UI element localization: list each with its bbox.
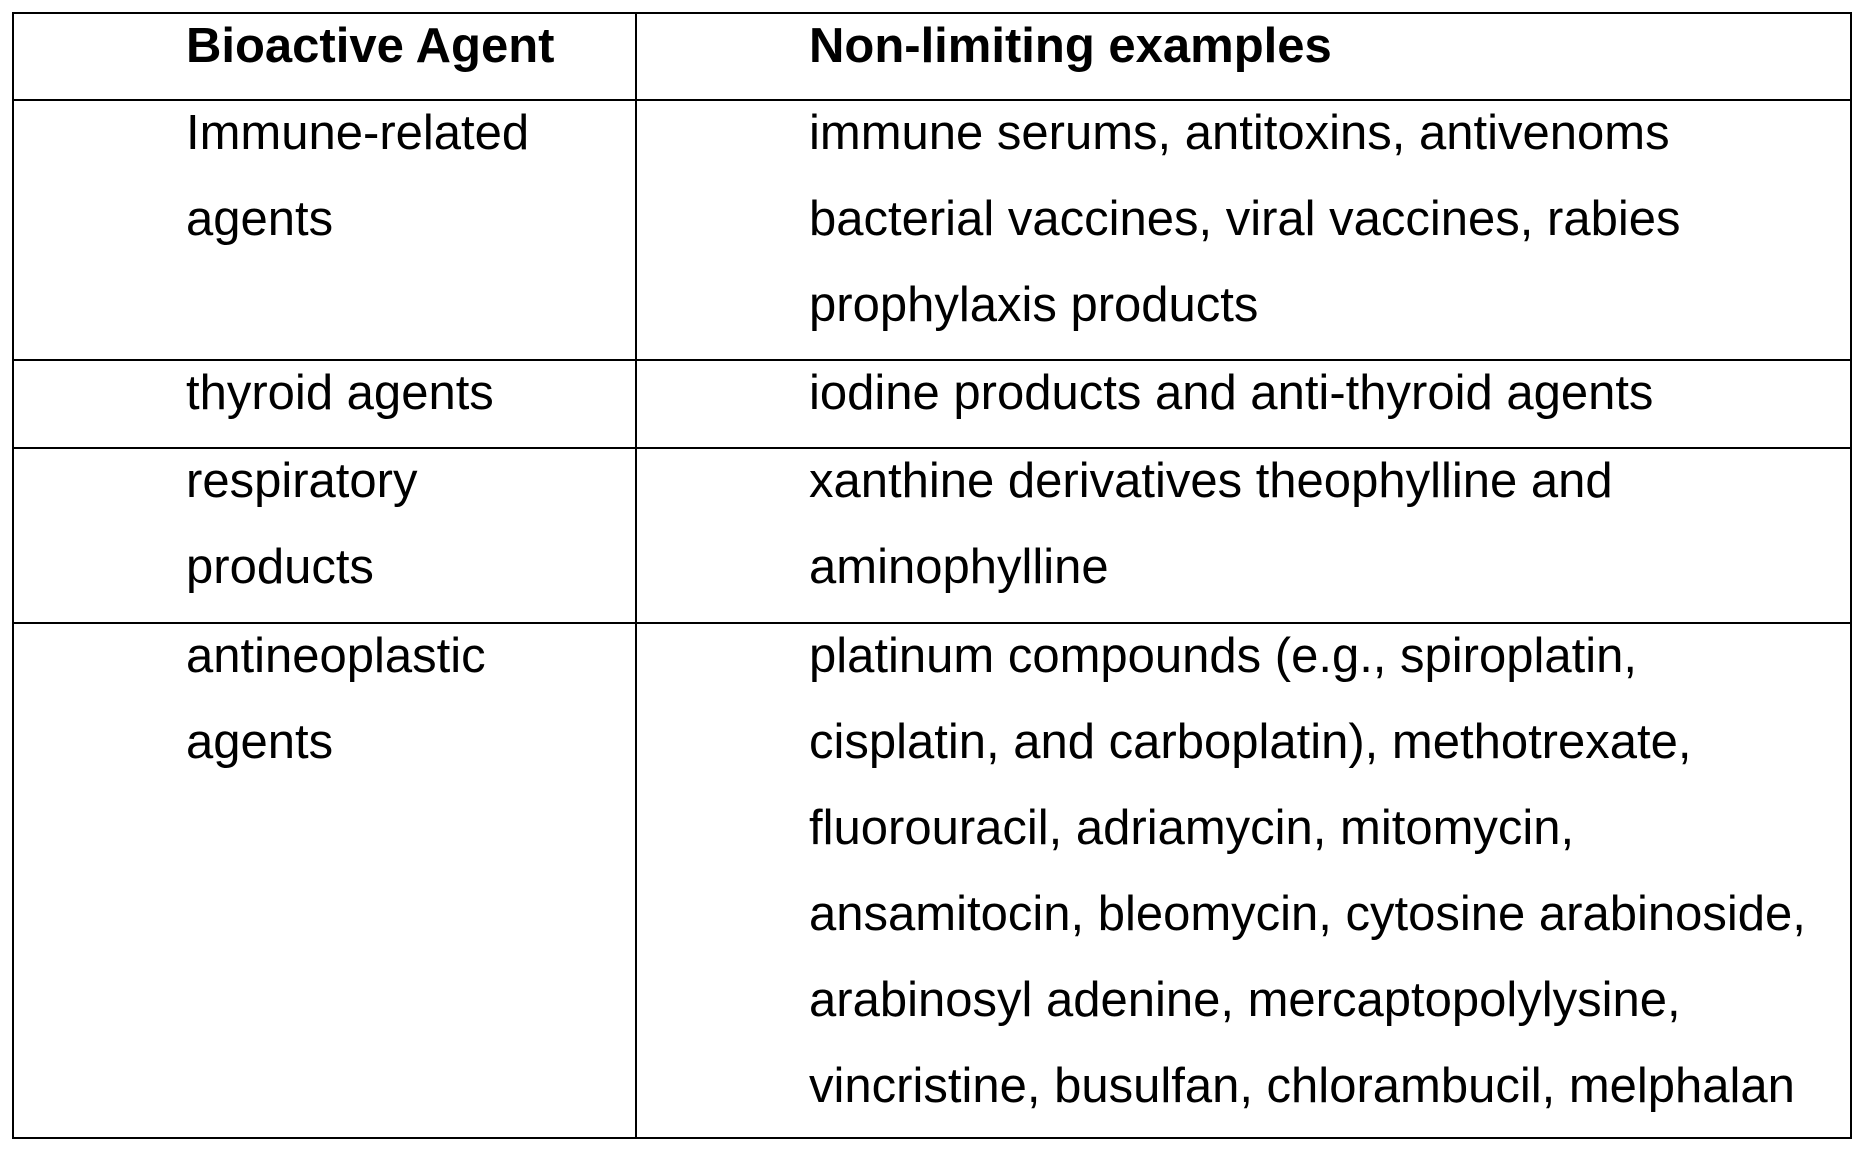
agent-cell: respiratory products <box>186 438 626 610</box>
header-bioactive-agent: Bioactive Agent <box>186 3 626 89</box>
header-non-limiting-examples: Non-limiting examples <box>809 3 1849 89</box>
table-row: thyroid agents iodine products and anti-… <box>14 359 1850 449</box>
table-row: antineoplastic agents platinum compounds… <box>14 622 1850 1139</box>
header-row: Bioactive Agent Non-limiting examples <box>14 14 1850 100</box>
bioactive-agents-table: Bioactive Agent Non-limiting examples Im… <box>12 12 1852 1139</box>
agent-cell: antineoplastic agents <box>186 613 626 785</box>
agent-cell: thyroid agents <box>186 350 626 436</box>
agent-cell: Immune-related agents <box>186 90 626 262</box>
examples-cell: platinum compounds (e.g., spiroplatin, c… <box>809 613 1849 1129</box>
examples-cell: xanthine derivatives theophylline and am… <box>809 438 1849 610</box>
examples-cell: iodine products and anti-thyroid agents <box>809 350 1849 436</box>
table-row: Immune-related agents immune serums, ant… <box>14 99 1850 361</box>
examples-cell: immune serums, antitoxins, antivenoms ba… <box>809 90 1849 348</box>
table-row: respiratory products xanthine derivative… <box>14 447 1850 624</box>
